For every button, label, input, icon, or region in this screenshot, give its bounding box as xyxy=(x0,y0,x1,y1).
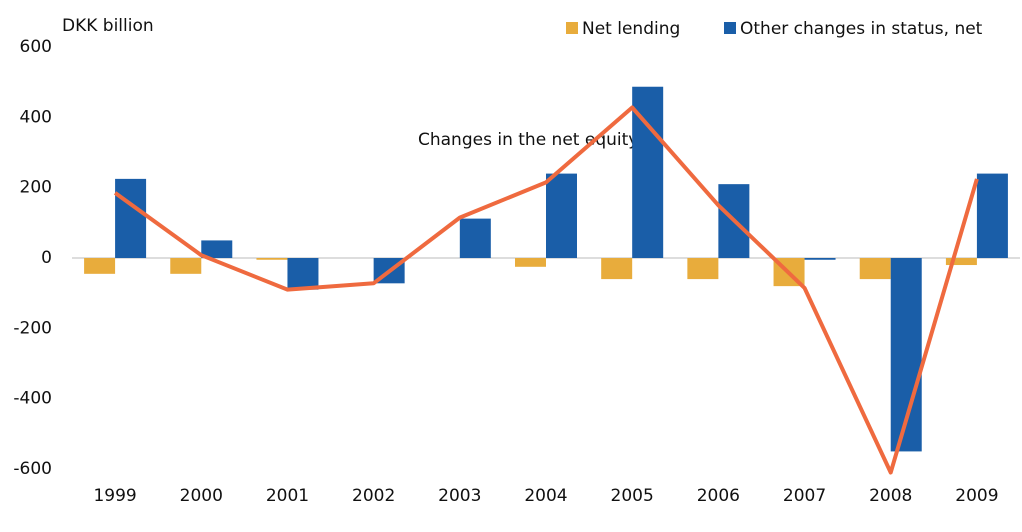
y-tick-label: 0 xyxy=(41,248,52,268)
bar xyxy=(859,258,891,280)
legend-swatch xyxy=(566,22,578,34)
legend-swatch xyxy=(724,22,736,34)
bar xyxy=(804,258,836,260)
x-tick-label: 2000 xyxy=(180,486,223,506)
legend-label: Net lending xyxy=(582,19,680,39)
bar xyxy=(976,173,1008,258)
legend-label: Other changes in status, net xyxy=(740,19,983,39)
x-tick-label: 2008 xyxy=(869,486,912,506)
y-tick-label: 400 xyxy=(20,107,52,127)
y-axis-label: DKK billion xyxy=(62,16,154,36)
x-tick-label: 2003 xyxy=(438,486,481,506)
bar xyxy=(201,240,233,258)
x-tick-label: 2007 xyxy=(783,486,826,506)
bar xyxy=(945,258,977,266)
bar xyxy=(287,258,319,290)
y-tick-label: -400 xyxy=(13,389,52,409)
x-tick-label: 2001 xyxy=(266,486,309,506)
x-tick-label: 2006 xyxy=(697,486,740,506)
y-tick-label: 600 xyxy=(20,37,52,57)
annotation: Changes in the net equity xyxy=(418,130,638,150)
bar xyxy=(515,258,546,267)
y-tick-label: 200 xyxy=(20,178,52,198)
bar xyxy=(687,258,719,280)
bar xyxy=(170,258,202,274)
x-tick-label: 2004 xyxy=(524,486,567,506)
bar xyxy=(256,258,288,260)
y-tick-label: -600 xyxy=(13,459,52,479)
y-tick-label: -200 xyxy=(13,318,52,338)
line-series xyxy=(113,105,979,475)
x-tick-label: 2002 xyxy=(352,486,395,506)
bar xyxy=(546,173,577,258)
bar xyxy=(601,258,633,280)
bar xyxy=(115,178,147,258)
x-tick-label: 2005 xyxy=(611,486,654,506)
x-tick-label: 2009 xyxy=(955,486,998,506)
x-tick-label: 1999 xyxy=(93,486,136,506)
bar xyxy=(459,218,491,258)
bar xyxy=(84,258,116,274)
